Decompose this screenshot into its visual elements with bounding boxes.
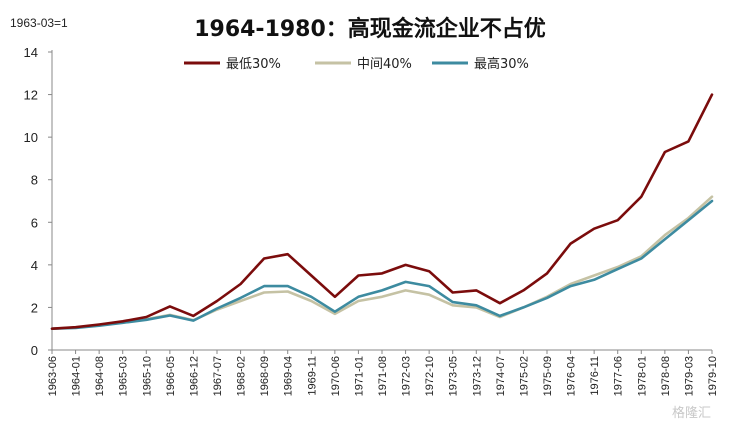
y-tick-label: 10 [24, 130, 38, 145]
legend: 最低30% 中间40% 最高30% [184, 56, 529, 72]
x-tick-label: 1972-03 [401, 356, 413, 396]
y-tick-label: 12 [24, 88, 38, 103]
legend-label-1: 中间40% [357, 57, 412, 72]
y-axis: 0 2 4 6 8 10 12 14 [24, 45, 53, 358]
base-note: 1963-03=1 [10, 16, 68, 30]
y-tick-label: 6 [31, 215, 38, 230]
x-tick-label: 1964-08 [94, 356, 106, 396]
watermark: 格隆汇 [672, 405, 711, 421]
x-tick-label: 1975-09 [542, 356, 554, 396]
y-tick-label: 8 [31, 173, 38, 188]
x-tick-label: 1977-06 [613, 356, 625, 396]
x-tick-label: 1978-08 [660, 356, 672, 396]
y-tick-label: 0 [31, 343, 38, 358]
y-tick-label: 2 [31, 300, 38, 315]
x-tick-label: 1979-10 [707, 356, 719, 396]
y-tick-label: 4 [31, 258, 38, 273]
x-tick-label: 1967-07 [212, 356, 224, 396]
legend-label-0: 最低30% [226, 57, 281, 72]
x-tick-label: 1969-11 [306, 356, 318, 396]
x-tick-label: 1979-03 [683, 356, 695, 396]
x-tick-label: 1971-01 [353, 356, 365, 396]
x-tick-label: 1968-09 [259, 356, 271, 396]
x-tick-label: 1965-10 [141, 356, 153, 396]
y-tick-label: 14 [24, 45, 38, 60]
x-tick-label: 1966-12 [188, 356, 200, 396]
x-tick-label: 1963-06 [47, 356, 59, 396]
x-tick-label: 1974-07 [495, 356, 507, 396]
x-tick-label: 1978-01 [636, 356, 648, 396]
series-line-1 [50, 195, 714, 331]
series-line-2 [50, 199, 714, 331]
x-tick-label: 1968-02 [236, 356, 248, 396]
x-tick-label: 1970-06 [330, 356, 342, 396]
x-tick-label: 1976-11 [589, 356, 601, 396]
x-tick-label: 1973-05 [448, 356, 460, 396]
x-axis: 1963-06 1964-01 1964-08 1965-03 1965-10 1966-… [47, 349, 719, 396]
x-tick-label: 1965-03 [118, 356, 130, 396]
legend-label-2: 最高30% [474, 56, 529, 72]
x-tick-label: 1964-01 [71, 356, 83, 396]
chart-title: 1964-1980：高现金流企业不占优 [194, 16, 546, 42]
x-tick-label: 1966-05 [165, 356, 177, 396]
x-tick-label: 1972-10 [424, 356, 436, 396]
x-tick-label: 1973-12 [471, 356, 483, 396]
series-layer [50, 93, 714, 331]
x-tick-label: 1975-02 [518, 356, 530, 396]
x-tick-label: 1969-04 [283, 356, 295, 396]
series-line-0 [50, 93, 714, 331]
x-tick-label: 1971-08 [377, 356, 389, 396]
x-tick-label: 1976-04 [566, 356, 578, 396]
